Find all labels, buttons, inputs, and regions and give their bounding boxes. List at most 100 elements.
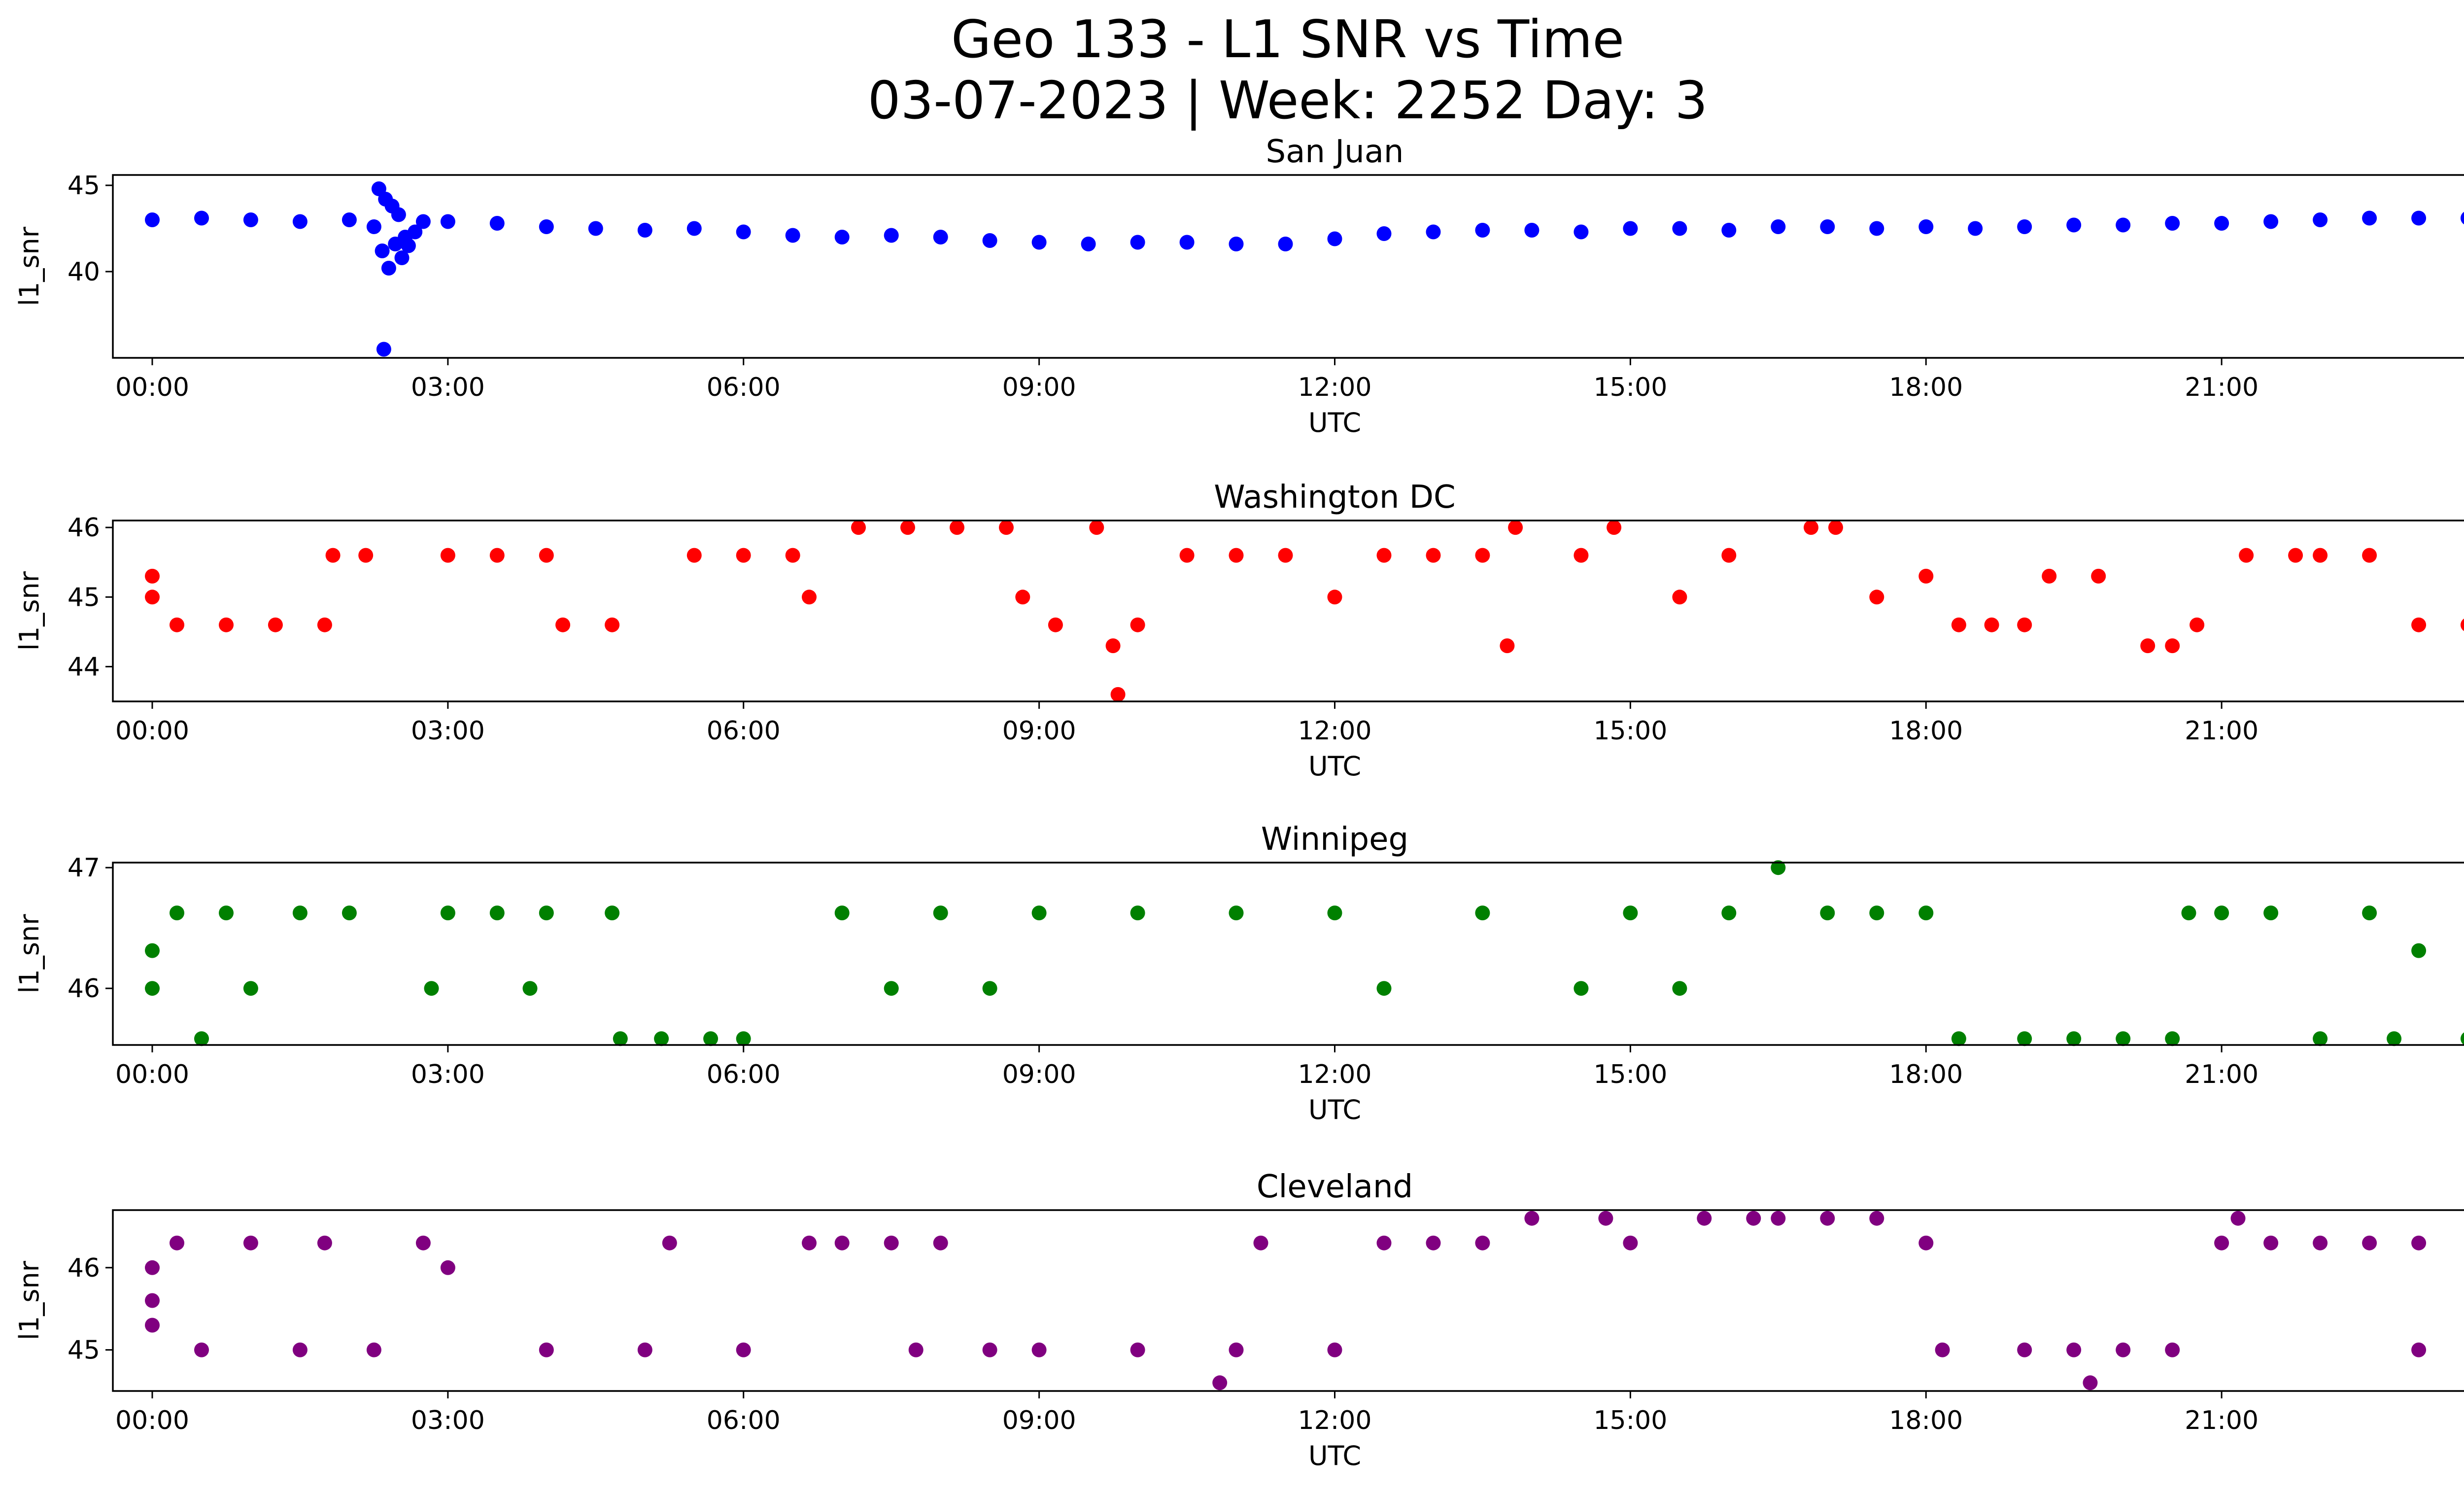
data-point bbox=[194, 210, 209, 226]
data-point bbox=[1475, 1235, 1490, 1251]
panel-title: Cleveland bbox=[1257, 1169, 1413, 1205]
data-point bbox=[1105, 638, 1121, 654]
x-tick-label: 09:00 bbox=[1002, 1060, 1076, 1089]
data-point bbox=[605, 905, 620, 921]
data-point bbox=[2066, 217, 2082, 233]
data-point bbox=[2165, 638, 2180, 654]
data-point bbox=[408, 224, 423, 240]
data-point bbox=[1426, 224, 1441, 240]
x-tick-label: 00:00 bbox=[115, 373, 189, 402]
x-tick-label: 03:00 bbox=[411, 1406, 485, 1435]
data-point bbox=[292, 1342, 308, 1357]
data-point bbox=[1130, 905, 1145, 921]
data-point bbox=[613, 1031, 628, 1046]
data-point bbox=[2461, 211, 2464, 225]
data-point bbox=[1475, 548, 1490, 563]
data-point bbox=[317, 617, 332, 632]
data-point bbox=[1426, 1235, 1441, 1251]
x-tick-label: 00:00 bbox=[115, 1406, 189, 1435]
x-tick-label: 15:00 bbox=[1593, 716, 1667, 746]
data-point bbox=[686, 548, 702, 563]
data-point bbox=[884, 1235, 899, 1251]
data-point bbox=[194, 1342, 209, 1357]
data-point bbox=[686, 221, 702, 236]
data-point bbox=[802, 590, 817, 605]
x-tick-label: 09:00 bbox=[1002, 373, 1076, 402]
data-point bbox=[219, 617, 234, 632]
data-point bbox=[1721, 905, 1737, 921]
x-tick-label: 18:00 bbox=[1889, 373, 1963, 402]
data-point bbox=[2313, 1235, 2328, 1251]
data-point bbox=[2263, 214, 2279, 229]
data-point bbox=[2239, 548, 2254, 563]
chart-panel: Winnipeg 00:00 03:00 06:00 09:00 12:00 15:00 18… bbox=[14, 821, 2464, 1125]
data-point bbox=[381, 261, 396, 276]
data-point bbox=[292, 214, 308, 229]
data-point bbox=[440, 1260, 455, 1275]
x-tick-label: 03:00 bbox=[411, 1060, 485, 1089]
data-point bbox=[1253, 1235, 1268, 1251]
x-tick-label: 12:00 bbox=[1298, 1406, 1372, 1435]
data-point bbox=[2263, 905, 2279, 921]
data-series bbox=[145, 1211, 2427, 1391]
data-point bbox=[2017, 1342, 2032, 1357]
data-series bbox=[145, 520, 2464, 702]
data-point bbox=[424, 981, 439, 996]
data-point bbox=[1327, 1342, 1342, 1357]
data-point bbox=[605, 617, 620, 632]
data-point bbox=[1672, 221, 1687, 236]
data-point bbox=[2411, 1342, 2427, 1357]
data-point bbox=[1771, 219, 1786, 234]
x-tick-label: 03:00 bbox=[411, 373, 485, 402]
x-tick-label: 09:00 bbox=[1002, 1406, 1076, 1435]
data-point bbox=[1110, 687, 1126, 702]
data-point bbox=[1524, 223, 1540, 238]
data-point bbox=[243, 1235, 258, 1251]
data-point bbox=[1426, 548, 1441, 563]
x-tick-label: 15:00 bbox=[1593, 1406, 1667, 1435]
data-point bbox=[1918, 1235, 1934, 1251]
data-point bbox=[145, 1318, 160, 1333]
data-point bbox=[145, 212, 160, 227]
axes-frame bbox=[112, 520, 2464, 702]
data-point bbox=[1598, 1211, 1613, 1226]
data-point bbox=[170, 905, 184, 921]
data-point bbox=[2066, 1031, 2082, 1046]
data-point bbox=[1574, 548, 1589, 563]
x-axis-label: UTC bbox=[1308, 407, 1361, 438]
data-point bbox=[539, 905, 554, 921]
data-point bbox=[1820, 905, 1835, 921]
data-point bbox=[1869, 221, 1884, 236]
data-point bbox=[2214, 905, 2229, 921]
data-point bbox=[1130, 617, 1145, 632]
data-point bbox=[834, 905, 850, 921]
data-point bbox=[415, 1235, 431, 1251]
data-point bbox=[637, 1342, 652, 1357]
data-point bbox=[950, 520, 964, 535]
data-point bbox=[243, 212, 258, 227]
data-point bbox=[1828, 520, 1843, 535]
data-point bbox=[391, 207, 406, 222]
data-point bbox=[375, 243, 390, 258]
data-point bbox=[1278, 548, 1293, 563]
data-point bbox=[2214, 216, 2229, 231]
data-point bbox=[1327, 231, 1342, 246]
data-point bbox=[1327, 905, 1342, 921]
data-point bbox=[2461, 619, 2464, 631]
data-point bbox=[1130, 1342, 1145, 1357]
data-point bbox=[1951, 617, 1966, 632]
y-tick-label: 46 bbox=[68, 974, 100, 1004]
data-point bbox=[145, 981, 160, 996]
x-tick-label: 06:00 bbox=[707, 373, 781, 402]
chart-panel: Washington DC 00:00 03:00 06:00 09:00 12:00 15… bbox=[14, 479, 2464, 782]
data-point bbox=[1475, 223, 1490, 238]
data-point bbox=[908, 1342, 924, 1357]
x-tick-label: 21:00 bbox=[2185, 716, 2259, 746]
data-point bbox=[2411, 210, 2427, 226]
data-point bbox=[884, 228, 899, 243]
data-point bbox=[785, 548, 800, 563]
data-point bbox=[1229, 548, 1244, 563]
data-point bbox=[736, 1342, 751, 1357]
data-point bbox=[1672, 981, 1687, 996]
